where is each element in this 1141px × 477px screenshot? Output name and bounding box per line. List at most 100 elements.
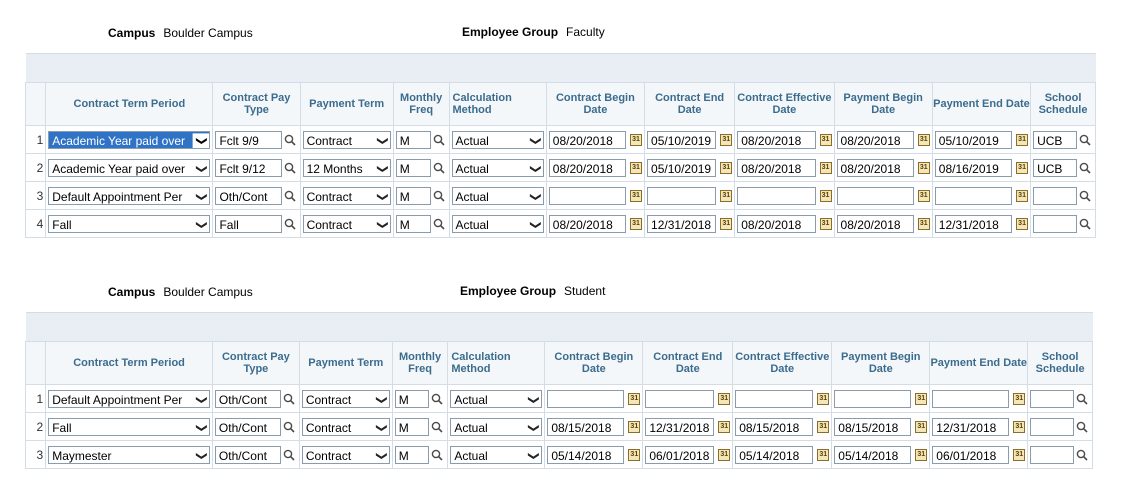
pay-type-field[interactable]: Oth/Cont <box>214 417 281 436</box>
pend-date-field[interactable] <box>934 186 1013 205</box>
pbegin-date-field[interactable]: 08/20/2018 <box>836 130 914 149</box>
calc-select[interactable]: Actual ❯ <box>450 445 543 464</box>
calendar-icon[interactable]: 31 <box>718 448 731 461</box>
column-header-cend[interactable]: Contract End Date <box>644 82 736 126</box>
ceff-date-field[interactable] <box>737 186 816 205</box>
magnifier-icon[interactable] <box>431 132 447 148</box>
payment-term-select[interactable]: Contract ❯ <box>301 389 390 408</box>
magnifier-icon[interactable] <box>431 216 447 232</box>
cend-date-field[interactable]: 12/31/2018 <box>645 417 715 436</box>
payment-term-select[interactable]: Contract ❯ <box>302 214 391 233</box>
pend-date-field[interactable]: 08/16/2019 <box>934 158 1013 177</box>
calendar-icon[interactable]: 31 <box>1013 420 1026 433</box>
cbegin-date-field[interactable]: 08/15/2018 <box>547 417 625 436</box>
calendar-icon[interactable]: 31 <box>819 217 832 230</box>
calc-select[interactable]: Actual ❯ <box>450 417 543 436</box>
calendar-icon[interactable]: 31 <box>915 392 928 405</box>
cend-date-field[interactable]: 05/10/2019 <box>647 130 717 149</box>
calc-select[interactable]: Actual ❯ <box>451 130 544 149</box>
column-header-pay-type[interactable]: Contract Pay Type <box>211 341 300 385</box>
calendar-icon[interactable]: 31 <box>917 217 930 230</box>
column-header-calc[interactable]: Calculation Method <box>448 82 547 126</box>
calendar-icon[interactable]: 31 <box>1016 161 1029 174</box>
calendar-icon[interactable]: 31 <box>817 392 830 405</box>
calc-select[interactable]: Actual ❯ <box>451 186 544 205</box>
calendar-icon[interactable]: 31 <box>630 189 643 202</box>
calendar-icon[interactable]: 31 <box>630 217 643 230</box>
pend-date-field[interactable]: 05/10/2019 <box>934 130 1013 149</box>
pbegin-date-field[interactable]: 08/15/2018 <box>834 417 912 436</box>
calc-select[interactable]: Actual ❯ <box>450 389 543 408</box>
calendar-icon[interactable]: 31 <box>917 189 930 202</box>
calendar-icon[interactable]: 31 <box>718 420 731 433</box>
cbegin-date-field[interactable]: 05/14/2018 <box>547 445 625 464</box>
magnifier-icon[interactable] <box>429 391 445 407</box>
cend-date-field[interactable]: 06/01/2018 <box>645 445 715 464</box>
cbegin-date-field[interactable] <box>547 389 625 408</box>
cend-date-field[interactable]: 12/31/2018 <box>647 214 717 233</box>
magnifier-icon[interactable] <box>281 447 297 463</box>
ceff-date-field[interactable]: 08/20/2018 <box>737 130 816 149</box>
calendar-icon[interactable]: 31 <box>1016 133 1029 146</box>
calendar-icon[interactable]: 31 <box>819 161 832 174</box>
magnifier-icon[interactable] <box>429 447 445 463</box>
calc-select[interactable]: Actual ❯ <box>451 158 544 177</box>
magnifier-icon[interactable] <box>1077 216 1093 232</box>
column-header-pend[interactable]: Payment End Date <box>929 341 1029 385</box>
cbegin-date-field[interactable]: 08/20/2018 <box>548 130 627 149</box>
column-header-calc[interactable]: Calculation Method <box>447 341 546 385</box>
freq-field[interactable]: M <box>395 214 431 233</box>
magnifier-icon[interactable] <box>1074 391 1090 407</box>
cbegin-date-field[interactable] <box>548 186 627 205</box>
magnifier-icon[interactable] <box>282 216 298 232</box>
school-field[interactable] <box>1033 214 1077 233</box>
school-field[interactable] <box>1030 445 1074 464</box>
pay-type-field[interactable]: Fall <box>215 214 282 233</box>
calendar-icon[interactable]: 31 <box>1013 448 1026 461</box>
magnifier-icon[interactable] <box>282 160 298 176</box>
column-header-freq[interactable]: Monthly Freq <box>392 82 450 126</box>
school-field[interactable]: UCB <box>1033 130 1077 149</box>
column-header-pbegin[interactable]: Payment Begin Date <box>831 341 931 385</box>
period-select[interactable]: Default Appointment Per ❯ <box>48 389 210 408</box>
school-field[interactable]: UCB <box>1033 158 1077 177</box>
pay-type-field[interactable]: Fclt 9/12 <box>215 158 282 177</box>
column-header-period[interactable]: Contract Term Period <box>45 341 213 385</box>
calendar-icon[interactable]: 31 <box>628 448 641 461</box>
cbegin-date-field[interactable]: 08/20/2018 <box>548 214 627 233</box>
column-header-school[interactable]: School Schedule <box>1027 341 1093 385</box>
pbegin-date-field[interactable]: 08/20/2018 <box>836 158 914 177</box>
ceff-date-field[interactable]: 05/14/2018 <box>735 445 814 464</box>
calendar-icon[interactable]: 31 <box>1013 392 1026 405</box>
column-header-ceff[interactable]: Contract Effective Date <box>734 82 835 126</box>
school-field[interactable] <box>1030 417 1074 436</box>
calendar-icon[interactable]: 31 <box>917 161 930 174</box>
school-field[interactable] <box>1030 389 1074 408</box>
period-select[interactable]: Academic Year paid over ❯ <box>48 158 211 177</box>
payment-term-select[interactable]: 12 Months ❯ <box>302 158 391 177</box>
cend-date-field[interactable] <box>647 186 717 205</box>
period-select[interactable]: Fall ❯ <box>48 417 210 436</box>
calendar-icon[interactable]: 31 <box>915 420 928 433</box>
freq-field[interactable]: M <box>394 417 430 436</box>
magnifier-icon[interactable] <box>1074 419 1090 435</box>
calendar-icon[interactable]: 31 <box>720 161 733 174</box>
magnifier-icon[interactable] <box>282 188 298 204</box>
column-header-cbegin[interactable]: Contract Begin Date <box>544 341 644 385</box>
calendar-icon[interactable]: 31 <box>718 392 731 405</box>
calendar-icon[interactable]: 31 <box>819 189 832 202</box>
payment-term-select[interactable]: Contract ❯ <box>301 417 390 436</box>
column-header-pay-type[interactable]: Contract Pay Type <box>212 82 301 126</box>
calendar-icon[interactable]: 31 <box>720 133 733 146</box>
magnifier-icon[interactable] <box>281 391 297 407</box>
period-select[interactable]: Default Appointment Per ❯ <box>48 186 211 205</box>
magnifier-icon[interactable] <box>429 419 445 435</box>
period-select[interactable]: Academic Year paid over ❯ <box>48 130 211 149</box>
column-header-cbegin[interactable]: Contract Begin Date <box>545 82 646 126</box>
ceff-date-field[interactable]: 08/15/2018 <box>735 417 814 436</box>
pbegin-date-field[interactable] <box>836 186 914 205</box>
calendar-icon[interactable]: 31 <box>628 420 641 433</box>
calendar-icon[interactable]: 31 <box>917 133 930 146</box>
pend-date-field[interactable] <box>932 389 1010 408</box>
calc-select[interactable]: Actual ❯ <box>451 214 544 233</box>
